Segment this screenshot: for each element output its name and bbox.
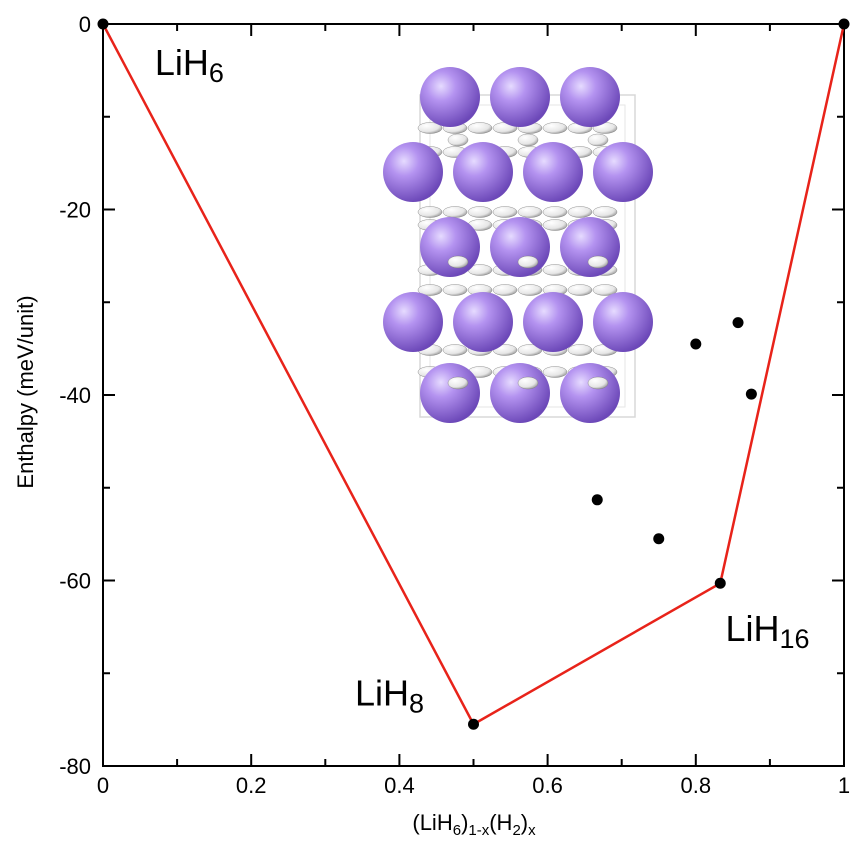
data-point	[653, 533, 665, 545]
hydrogen-atom	[567, 206, 593, 218]
x-tick-label: 0.6	[532, 773, 563, 798]
x-axis-ticks: 0 0.2 0.4 0.6 0.8 1	[97, 24, 850, 798]
y-tick-label: -60	[59, 569, 91, 594]
x-tick-label: 0.4	[384, 773, 415, 798]
lithium-atom	[420, 363, 480, 423]
lithium-atom	[490, 363, 550, 423]
hydrogen-atom	[587, 133, 609, 147]
convex-hull-line	[101, 23, 846, 726]
hydrogen-atom	[517, 284, 543, 296]
y-tick-label: 0	[79, 12, 91, 37]
hydrogen-atom	[467, 206, 493, 218]
compound-label: LiH6	[155, 42, 224, 88]
lithium-atom	[420, 67, 480, 127]
x-tick-label: 0.8	[681, 773, 712, 798]
crystal-structure-inset	[383, 67, 653, 423]
compound-label: LiH8	[355, 673, 424, 719]
data-point	[591, 494, 603, 506]
lithium-atom	[593, 292, 653, 352]
lithium-atom	[383, 142, 443, 202]
lithium-atom	[560, 67, 620, 127]
data-points-series	[97, 18, 850, 730]
hydrogen-atom	[442, 344, 468, 356]
hydrogen-atom	[542, 219, 568, 231]
hydrogen-atom	[567, 284, 593, 296]
hydrogen-atom	[447, 255, 469, 269]
hydrogen-atom	[542, 264, 568, 276]
hydrogen-atom	[447, 133, 469, 147]
hydrogen-atom	[542, 366, 568, 378]
x-tick-label: 0	[97, 773, 109, 798]
hydrogen-atom	[592, 206, 618, 218]
data-point	[97, 18, 109, 30]
lithium-atom	[490, 67, 550, 127]
lithium-atom	[453, 142, 513, 202]
lithium-atom	[383, 292, 443, 352]
hydrogen-atom	[442, 206, 468, 218]
hydrogen-atom	[542, 206, 568, 218]
hydrogen-atom	[517, 344, 543, 356]
hydrogen-atom	[517, 255, 539, 269]
hydrogen-atom	[517, 206, 543, 218]
hydrogen-atom	[592, 284, 618, 296]
y-tick-label: -40	[59, 383, 91, 408]
hydrogen-atom	[467, 122, 493, 134]
lithium-atom	[593, 142, 653, 202]
x-tick-label: 0.2	[236, 773, 267, 798]
data-point	[690, 338, 702, 350]
hydrogen-atom	[417, 284, 443, 296]
data-point	[468, 718, 479, 730]
hydrogen-atom	[417, 122, 443, 134]
hydrogen-atom	[587, 376, 609, 390]
data-point	[714, 577, 726, 589]
data-point	[745, 388, 757, 400]
lithium-atom	[560, 217, 620, 277]
convex-hull-series	[101, 23, 846, 726]
hydrogen-atom	[492, 206, 518, 218]
hydrogen-atom	[542, 122, 568, 134]
hydrogen-atom	[517, 133, 539, 147]
lithium-atom	[560, 363, 620, 423]
x-tick-label: 1	[838, 773, 850, 798]
hydrogen-atom	[587, 255, 609, 269]
data-point	[838, 18, 850, 30]
hydrogen-atom	[447, 376, 469, 390]
compound-annotations: LiH6 LiH8 LiH16	[155, 42, 810, 719]
lithium-atom	[523, 142, 583, 202]
hydrogen-atom	[442, 284, 468, 296]
hydrogen-atom	[517, 376, 539, 390]
y-axis-label: Enthalpy (meV/unit)	[13, 295, 38, 488]
lithium-atom	[490, 217, 550, 277]
hydrogen-atom	[417, 206, 443, 218]
compound-label: LiH16	[725, 608, 809, 654]
y-tick-label: -80	[59, 754, 91, 779]
x-axis-label: (LiH6)1-x(H2)x	[412, 810, 536, 839]
lithium-atom	[523, 292, 583, 352]
lithium-atom	[453, 292, 513, 352]
hydrogen-atom	[567, 344, 593, 356]
y-tick-label: -20	[59, 198, 91, 223]
lithium-atom	[420, 217, 480, 277]
hydrogen-atom	[492, 284, 518, 296]
data-point	[732, 317, 744, 329]
